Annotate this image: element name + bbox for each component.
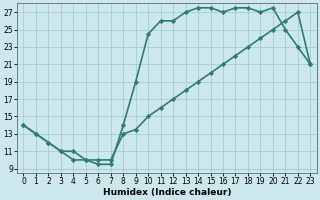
X-axis label: Humidex (Indice chaleur): Humidex (Indice chaleur) <box>103 188 231 197</box>
